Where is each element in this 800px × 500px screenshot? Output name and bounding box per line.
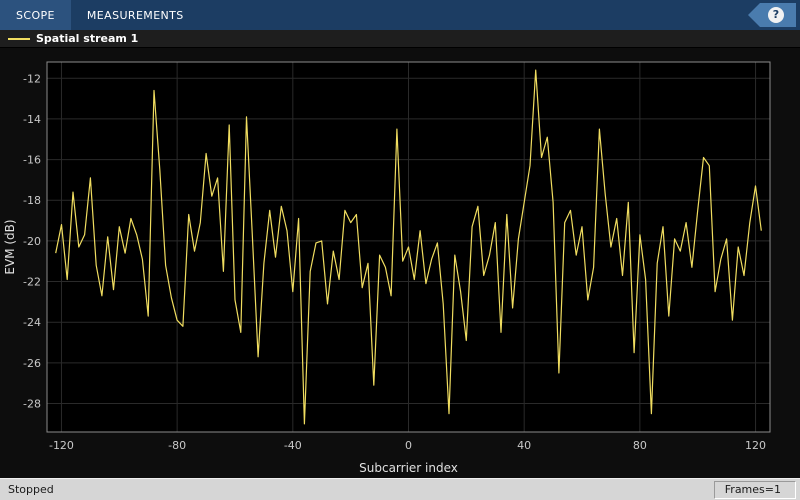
y-tick-label: -12: [23, 72, 41, 85]
y-tick-label: -24: [23, 316, 41, 329]
x-tick-label: 0: [405, 439, 412, 452]
legend-line-sample-icon: [8, 37, 30, 40]
y-tick-label: -18: [23, 194, 41, 207]
legend-label: Spatial stream 1: [36, 32, 139, 45]
plot-area[interactable]: -120 -80 -40 0 40 80 120 -28 -26 -24 -22 -20 -18 -16 -…: [0, 48, 800, 478]
tab-scope[interactable]: SCOPE: [0, 0, 71, 30]
y-tick-label: -14: [23, 113, 41, 126]
x-tick-label: 120: [745, 439, 766, 452]
x-tick-label: -80: [168, 439, 186, 452]
y-tick-label: -22: [23, 276, 41, 289]
frames-indicator: Frames=1: [713, 480, 796, 499]
tab-measurements[interactable]: MEASUREMENTS: [86, 8, 184, 22]
status-bar: Stopped Frames=1: [0, 478, 800, 500]
toolstrip: SCOPE MEASUREMENTS ?: [0, 0, 800, 30]
evm-series-line: [55, 69, 762, 425]
x-tick-label: -40: [284, 439, 302, 452]
y-axis-label: EVM (dB): [3, 219, 17, 274]
legend[interactable]: Spatial stream 1: [0, 30, 800, 48]
x-tick-label: 40: [517, 439, 531, 452]
help-icon: ?: [768, 7, 784, 23]
y-tick-label: -28: [23, 398, 41, 411]
x-tick-label: -120: [49, 439, 74, 452]
y-tick-label: -16: [23, 154, 41, 167]
status-text: Stopped: [8, 483, 54, 496]
help-button[interactable]: ?: [748, 3, 796, 27]
x-axis-label: Subcarrier index: [359, 461, 458, 475]
x-tick-label: 80: [633, 439, 647, 452]
y-tick-label: -26: [23, 357, 41, 370]
y-tick-label: -20: [23, 235, 41, 248]
evm-chart[interactable]: -120 -80 -40 0 40 80 120 -28 -26 -24 -22 -20 -18 -16 -…: [0, 48, 800, 478]
